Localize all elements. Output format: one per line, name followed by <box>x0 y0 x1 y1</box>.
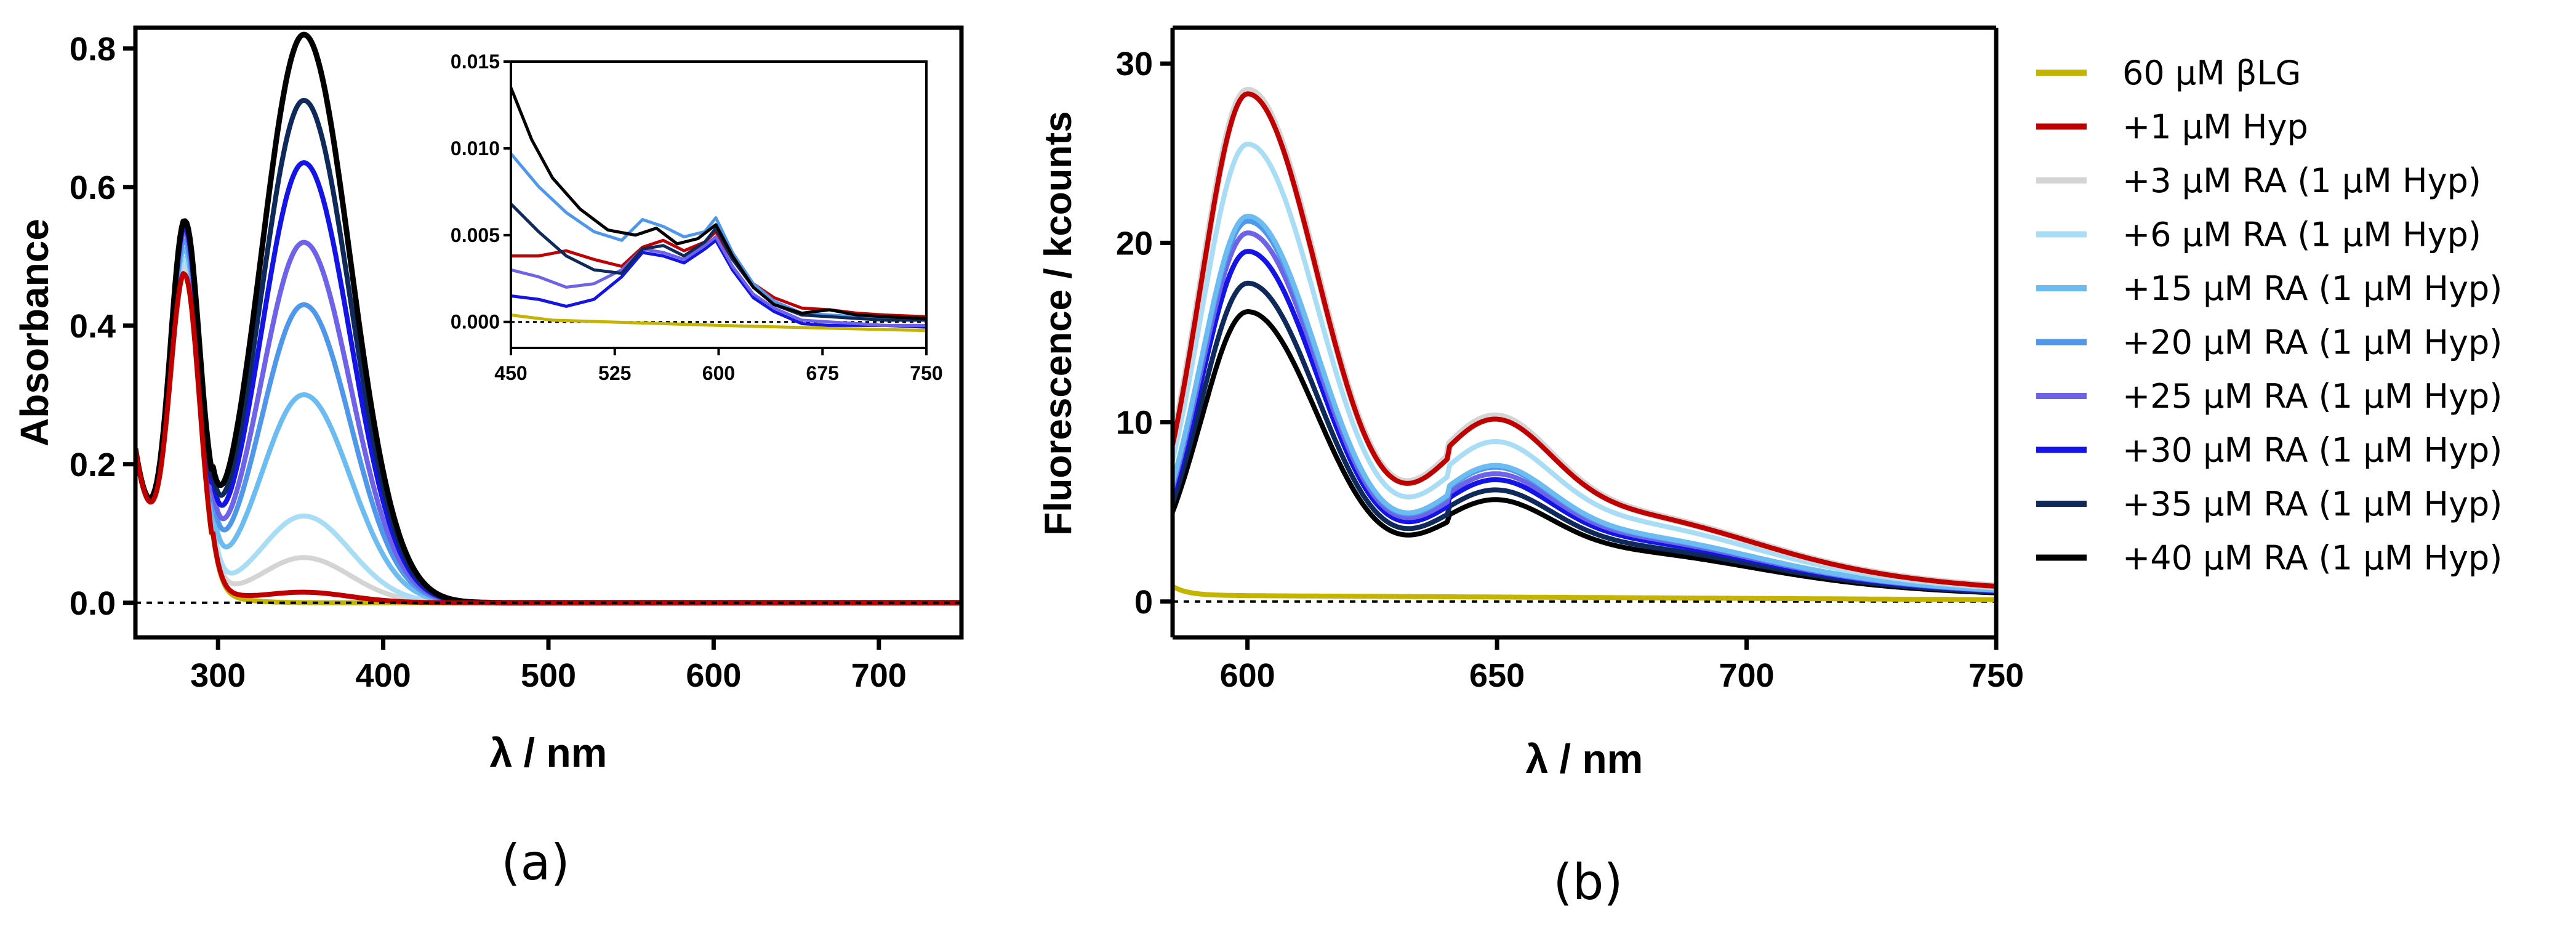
panel-b-series-line-1 <box>1173 584 1996 602</box>
panel-a-y-tick-label: 0.2 <box>70 446 116 483</box>
legend-label-1: 60 μM βLG <box>2122 54 2301 92</box>
inset-series-line-1 <box>511 313 926 333</box>
legend-label-3: +3 μM RA (1 μM Hyp) <box>2122 161 2481 200</box>
inset-y-tick-label: 0.000 <box>451 311 500 333</box>
panel-a-x-tick-label: 400 <box>356 657 411 694</box>
panel-b-y-tick-label: 10 <box>1116 405 1153 442</box>
panel-b-x-tick-label: 750 <box>1968 657 2024 694</box>
panel-a-x-axis-title: λ / nm <box>490 730 608 775</box>
inset-y-tick-label: 0.010 <box>451 137 500 160</box>
inset-series-line-3 <box>511 238 926 329</box>
panel-b-series-line-10 <box>1173 309 1996 596</box>
panel-b-y-tick-label: 20 <box>1116 225 1153 262</box>
panel-a-x-tick-label: 600 <box>686 657 741 694</box>
inset-series-group <box>511 87 926 333</box>
panel-b-x-tick-label: 650 <box>1469 657 1525 694</box>
panel-b-x-tick-label: 600 <box>1220 657 1275 694</box>
legend-label-4: +6 μM RA (1 μM Hyp) <box>2122 216 2481 254</box>
panel-b-x-axis-title: λ / nm <box>1526 736 1643 782</box>
legend-label-2: +1 μM Hyp <box>2122 108 2308 147</box>
panel-b-y-tick-label: 30 <box>1116 46 1153 83</box>
inset-x-tick-label: 450 <box>494 362 527 384</box>
inset-x-tick-label: 600 <box>702 362 735 384</box>
panel-b-series-line-9 <box>1173 280 1996 595</box>
panel-b-y-axis-title: Fluorescence / kcounts <box>1037 111 1080 535</box>
panel-b-series-group <box>1173 86 1996 602</box>
inset-x-tick-label: 525 <box>598 362 631 384</box>
panel-a-absorbance-chart: 300 400 500 600 700 0.0 0.2 0.4 0.6 0.8 λ / nm Abso… <box>12 25 964 775</box>
inset-series-line-4 <box>511 235 926 327</box>
panel-a-x-tick-label: 500 <box>521 657 576 694</box>
panel-b-label: (b) <box>1553 854 1623 911</box>
legend-label-6: +20 μM RA (1 μM Hyp) <box>2122 323 2502 362</box>
panel-labels: (a) (b) <box>501 834 1623 911</box>
panel-a-y-tick-label: 0.4 <box>70 308 116 345</box>
inset-y-tick-label: 0.015 <box>451 50 500 73</box>
legend-label-5: +15 μM RA (1 μM Hyp) <box>2122 269 2502 308</box>
legend-label-9: +35 μM RA (1 μM Hyp) <box>2122 485 2502 523</box>
panel-b-y-tick-label: 0 <box>1134 584 1153 621</box>
legend-label-8: +30 μM RA (1 μM Hyp) <box>2122 431 2502 470</box>
inset-series-line-6 <box>511 203 926 322</box>
panel-a-y-axis-title: Absorbance <box>12 219 57 446</box>
panel-b-x-tick-label: 700 <box>1719 657 1774 694</box>
panel-a-inset-chart: 450 525 600 675 750 0.000 0.005 0.010 0.015 <box>451 50 943 384</box>
inset-x-tick-label: 750 <box>910 362 942 384</box>
panel-a-y-tick-label: 0.0 <box>70 585 116 622</box>
legend-label-10: +40 μM RA (1 μM Hyp) <box>2122 539 2502 578</box>
panel-a-label: (a) <box>501 834 569 891</box>
inset-series-line-5 <box>511 152 926 322</box>
legend: 60 μM βLG +1 μM Hyp +3 μM RA (1 μM Hyp) +6 … <box>2036 54 2502 578</box>
panel-a-y-tick-label: 0.8 <box>70 31 116 68</box>
panel-b-series-line-2 <box>1173 91 1996 589</box>
panel-a-x-tick-label: 300 <box>190 657 246 694</box>
panel-b-series-line-5 <box>1173 214 1996 593</box>
panel-a-x-tick-label: 700 <box>851 657 907 694</box>
legend-label-7: +25 μM RA (1 μM Hyp) <box>2122 377 2502 416</box>
inset-x-tick-label: 675 <box>806 362 839 384</box>
inset-background <box>511 62 926 348</box>
panel-b-fluorescence-chart: 600 650 700 750 0 10 20 30 λ / nm Fluorescence / … <box>1037 25 2024 782</box>
inset-series-line-7 <box>511 87 926 320</box>
inset-y-tick-label: 0.005 <box>451 224 500 246</box>
panel-a-y-tick-label: 0.6 <box>70 169 116 206</box>
